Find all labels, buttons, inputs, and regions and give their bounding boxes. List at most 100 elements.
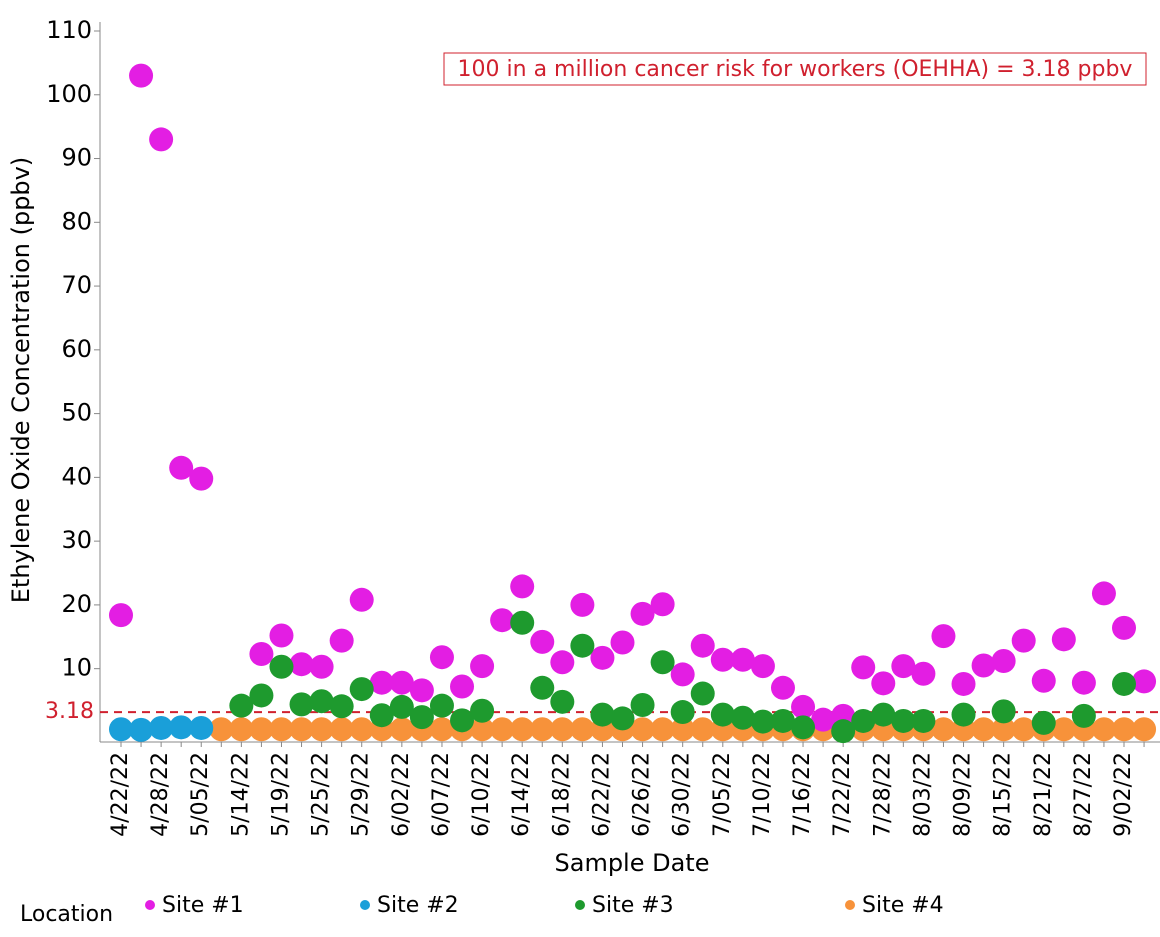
point [690,681,715,706]
y-tick-label: 30 [61,526,92,554]
x-tick-label: 7/28/22 [870,752,895,837]
point [429,717,454,742]
point [389,717,414,742]
point [791,715,816,740]
point [109,603,133,628]
y-tick-label: 40 [61,462,92,490]
legend-marker [145,900,155,910]
y-tick-label: 10 [61,654,92,682]
point [470,717,495,742]
point [670,700,695,725]
point [389,694,414,719]
point [1011,717,1036,742]
point [269,717,294,742]
point [309,717,334,742]
point [1031,668,1056,693]
point [610,706,635,731]
point [1112,717,1136,742]
point [1011,628,1036,653]
x-tick-label: 7/05/22 [710,752,735,837]
point [510,717,535,742]
point [831,719,856,744]
x-tick-label: 6/07/22 [429,752,454,837]
point [991,649,1016,674]
x-tick-label: 6/18/22 [549,752,574,837]
point [710,647,735,672]
point [811,707,836,732]
point [429,693,454,718]
point [851,655,876,680]
point [369,670,394,695]
point [650,650,675,675]
point [530,717,555,742]
point [570,592,595,617]
point [951,671,976,696]
point [329,694,354,719]
x-tick-label: 6/22/22 [589,752,614,837]
point [409,678,434,703]
point [450,708,475,733]
point [189,466,214,491]
legend-label: Site #4 [862,893,944,918]
annotation: 100 in a million cancer risk for workers… [458,57,1133,82]
legend-label: Site #2 [377,893,459,918]
point [770,675,795,700]
x-tick-label: 5/19/22 [268,752,293,837]
point [730,705,755,730]
point [309,689,334,714]
point [249,717,274,742]
threshold-label: 3.18 [45,699,94,724]
point [309,654,334,679]
y-tick-label: 20 [61,590,92,618]
y-tick-label: 60 [61,335,92,363]
point [329,717,354,742]
point [931,624,956,649]
point [891,708,916,733]
point [149,127,174,152]
x-tick-label: 6/30/22 [670,752,695,837]
point [951,702,976,727]
point [570,633,595,658]
legend-label: Site #1 [162,893,244,918]
point [289,717,314,742]
x-tick-label: 6/02/22 [389,752,414,837]
y-tick-label: 80 [61,207,92,235]
point [1132,717,1157,742]
x-tick-label: 8/27/22 [1071,752,1096,837]
point [369,703,394,728]
point [750,654,775,679]
point [550,717,575,742]
point [389,670,414,695]
point [871,671,896,696]
x-tick-label: 5/29/22 [349,752,374,837]
x-tick-label: 4/22/22 [108,752,133,837]
y-tick-label: 90 [61,144,92,172]
x-tick-label: 5/25/22 [309,752,334,837]
point [791,694,816,719]
point [670,662,695,687]
point [1112,671,1136,696]
point [630,601,655,626]
point [289,692,314,717]
annotation-box [443,52,1147,86]
point [610,630,635,655]
point [349,677,374,702]
point [169,455,194,480]
point [750,709,775,734]
y-axis-title: Ethylene Oxide Concentration (ppbv) [7,157,35,603]
point [570,717,595,742]
point [590,702,615,727]
legend-marker [575,900,585,910]
point [229,717,254,742]
point [409,705,434,730]
point [550,689,575,714]
point [650,717,675,742]
point [149,715,174,740]
point [1031,710,1056,735]
point [590,645,615,670]
point [1132,669,1157,694]
point [991,717,1016,742]
legend-marker [845,900,855,910]
point [229,693,254,718]
legend-marker [360,900,370,910]
